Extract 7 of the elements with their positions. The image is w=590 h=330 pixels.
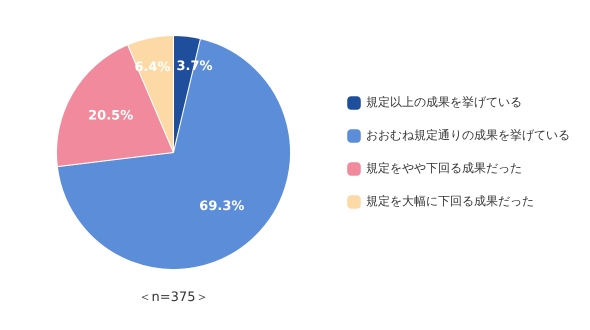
legend-label: 規定をやや下回る成果だった [366,161,522,176]
legend-label: 規定を大幅に下回る成果だった [366,194,534,208]
legend-label: おおむね規定通りの成果を挙げている [366,128,570,142]
data-label: 69.3% [199,198,244,214]
data-label: 20.5% [88,108,134,124]
legend-label: 規定以上の成果を挙げている [366,95,522,110]
text: ＜n=375＞ [138,290,208,305]
